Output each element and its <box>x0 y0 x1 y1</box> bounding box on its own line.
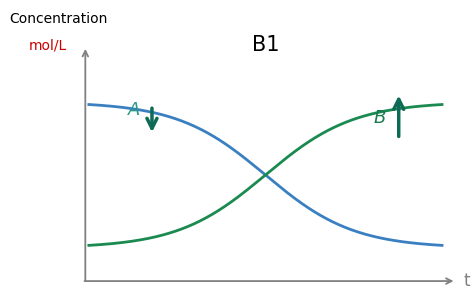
Text: Concentration: Concentration <box>9 12 108 26</box>
Text: mol/L: mol/L <box>28 38 67 52</box>
Text: $A$: $A$ <box>127 101 141 118</box>
Text: t: t <box>464 272 470 290</box>
Text: B1: B1 <box>252 35 279 55</box>
Text: $B$: $B$ <box>373 109 386 127</box>
